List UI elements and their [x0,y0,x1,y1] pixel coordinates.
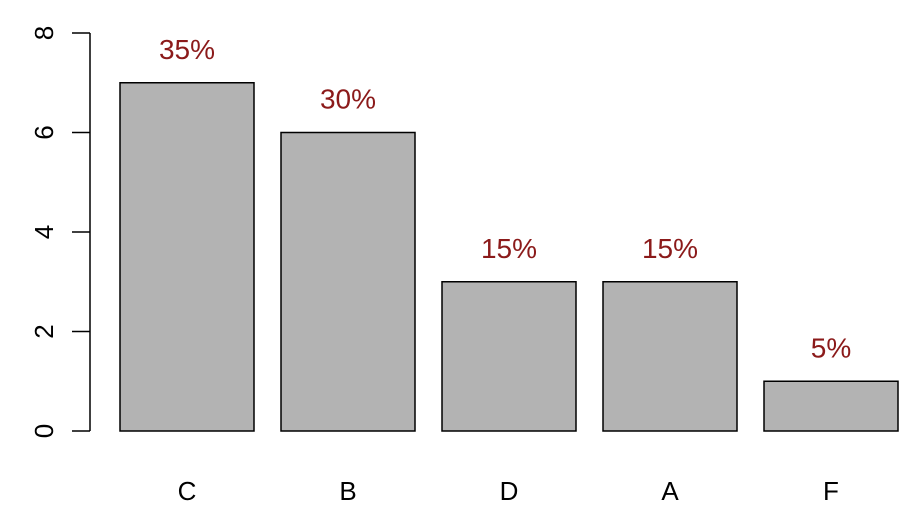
x-tick-label: D [500,476,519,506]
y-axis: 0 2 4 6 8 [29,26,91,438]
y-tick-label: 6 [29,125,59,139]
x-tick-label: B [339,476,356,506]
data-label: 30% [320,84,376,115]
data-label: 35% [159,34,215,65]
y-tick-label: 2 [29,324,59,338]
data-label: 5% [811,332,851,363]
y-tick-label: 4 [29,225,59,239]
data-label: 15% [481,233,537,264]
bar-a [602,281,738,432]
bar-c [119,82,255,432]
x-tick-label: F [823,476,839,506]
y-tick-label: 8 [29,26,59,40]
bars [119,82,899,432]
x-tick-label: C [178,476,197,506]
bar-d [441,281,577,432]
data-labels: 35% 30% 15% 15% 5% [159,34,851,364]
bar-b [280,131,416,432]
bar-f [763,380,899,432]
y-tick-label: 0 [29,424,59,438]
data-label: 15% [642,233,698,264]
x-tick-label: A [661,476,679,506]
